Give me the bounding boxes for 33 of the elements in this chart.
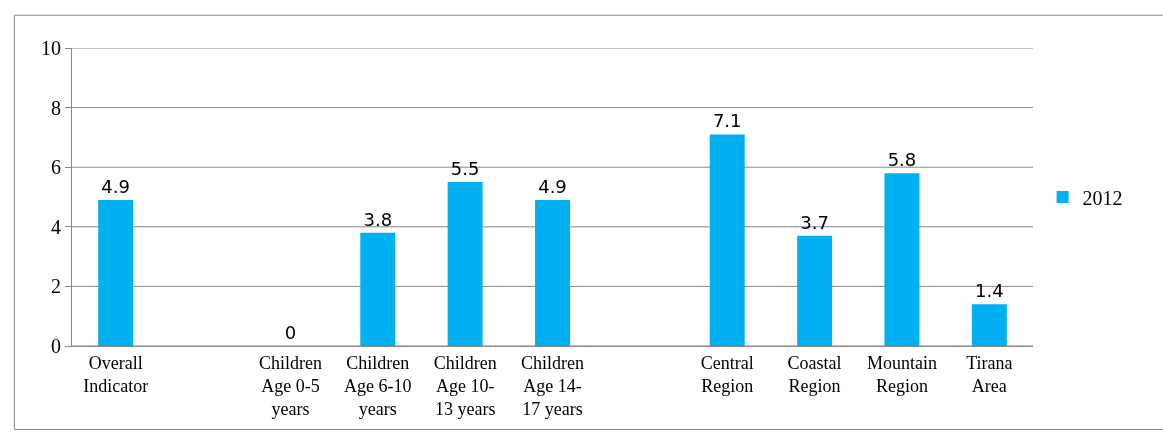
x-tick-label: Overall Indicator: [83, 352, 149, 396]
data-label: 7.1: [712, 110, 742, 132]
data-label: 3.7: [800, 211, 829, 233]
bar: [709, 134, 745, 346]
bar: [797, 235, 833, 346]
bar: [98, 199, 134, 346]
data-label: 0: [284, 322, 297, 343]
data-label: 4.9: [538, 175, 567, 197]
y-tick-label: 8: [51, 96, 61, 119]
x-tick-label: Children Age 10-13 years: [433, 352, 497, 420]
bar: [447, 182, 483, 346]
y-tick-label: 0: [51, 335, 61, 357]
y-tick-label: 2: [51, 275, 61, 298]
data-label: 4.9: [101, 175, 130, 197]
y-tick-label: 4: [51, 215, 61, 238]
bar: [884, 173, 920, 346]
legend-label: 2012: [1082, 186, 1123, 209]
x-tick-label: Children Age 0-5 years: [258, 352, 322, 420]
data-label: 3.8: [363, 208, 393, 230]
data-label: 1.4: [975, 280, 1004, 302]
x-tick-label: Tirana Area: [966, 352, 1013, 396]
bar: [360, 232, 396, 346]
x-tick-label: Mountain Region: [866, 352, 937, 396]
x-tick-label: Children Age 14-17 years: [521, 352, 584, 420]
bar: [535, 199, 570, 346]
x-tick-label: Central Region: [700, 352, 754, 396]
x-tick-label: Children Age 6-10 years: [344, 352, 412, 420]
y-tick-label: 10: [41, 37, 61, 59]
y-tick-label: 6: [51, 156, 61, 179]
bar: [971, 304, 1007, 346]
data-label: 5.5: [450, 158, 480, 180]
data-label: 5.8: [887, 149, 917, 171]
x-tick-label: Coastal Region: [787, 352, 842, 396]
